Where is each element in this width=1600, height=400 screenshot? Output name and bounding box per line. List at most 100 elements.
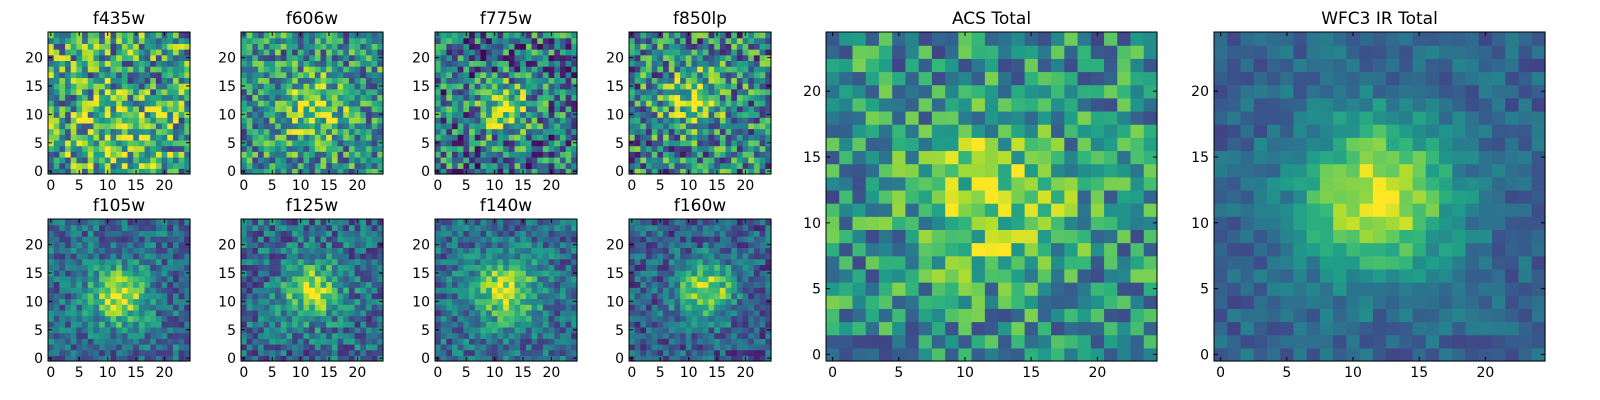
heatmap-cell [127, 219, 134, 226]
heatmap-cell [565, 281, 572, 288]
heatmap-cell [121, 281, 129, 288]
heatmap-cell [172, 253, 180, 260]
heatmap-cell [252, 281, 259, 288]
heatmap-cell [634, 281, 641, 288]
heatmap-cell [320, 105, 327, 113]
heatmap-cell [531, 117, 538, 124]
heatmap-cell [241, 122, 248, 130]
heatmap-cell [297, 326, 305, 334]
heatmap-cell [674, 134, 681, 141]
heatmap-cell [161, 321, 168, 328]
heatmap-cell [297, 83, 305, 90]
heatmap-cell [520, 298, 527, 305]
heatmap-cell [121, 117, 129, 124]
heatmap-cell [150, 219, 157, 226]
heatmap-cell [292, 54, 299, 61]
heatmap-cell [104, 88, 112, 96]
heatmap-cell [59, 270, 66, 277]
heatmap-cell [520, 258, 527, 266]
heatmap-cell [48, 292, 55, 300]
heatmap-cell [59, 253, 66, 260]
heatmap-cell [59, 71, 66, 79]
heatmap-cell [331, 60, 339, 67]
heatmap-cell [127, 94, 134, 101]
heatmap-cell [258, 54, 265, 61]
x-tick-label: 0 [46, 178, 55, 194]
heatmap-cell [297, 94, 305, 101]
heatmap-cell [331, 49, 339, 56]
heatmap-cell [178, 43, 185, 50]
heatmap-cell [753, 88, 761, 96]
heatmap-cell [337, 94, 344, 101]
heatmap-cell [548, 321, 555, 328]
heatmap-cell [634, 168, 641, 175]
heatmap-cell [725, 298, 732, 305]
heatmap-cell [542, 117, 550, 124]
heatmap-cell [326, 241, 333, 248]
heatmap-cell [440, 304, 447, 311]
heatmap-cell [702, 32, 710, 39]
heatmap-cell [161, 338, 168, 345]
heatmap-cell [178, 343, 185, 351]
heatmap-cell [93, 122, 100, 130]
heatmap-cell [127, 32, 134, 39]
heatmap-cell [82, 111, 89, 118]
heatmap-cell [708, 151, 715, 158]
heatmap-cell [172, 264, 180, 271]
heatmap-cell [651, 83, 658, 90]
heatmap-cell [554, 122, 561, 130]
heatmap-cell [503, 224, 510, 231]
heatmap-cell [309, 54, 316, 61]
heatmap-cell [59, 332, 66, 339]
heatmap-cell [348, 145, 356, 152]
heatmap-cell [286, 275, 293, 283]
heatmap-cell [736, 349, 744, 356]
heatmap-cell [252, 349, 259, 356]
heatmap-cell [469, 100, 476, 107]
heatmap-cell [184, 281, 191, 288]
heatmap-cell [668, 88, 676, 96]
heatmap-cell [371, 236, 378, 243]
heatmap-cell [559, 298, 567, 305]
heatmap-cell [542, 321, 550, 328]
heatmap-cell [280, 100, 288, 107]
heatmap-cell [491, 111, 499, 118]
heatmap-cell [99, 224, 106, 231]
heatmap-cell [503, 122, 510, 130]
heatmap-cell [184, 236, 191, 243]
heatmap-cell [53, 292, 60, 300]
heatmap-cell [559, 71, 567, 79]
heatmap-cell [331, 66, 339, 73]
heatmap-cell [127, 264, 134, 271]
heatmap-cell [486, 66, 493, 73]
heatmap-cell [742, 292, 749, 300]
heatmap-cell [150, 94, 157, 101]
heatmap-cell [474, 343, 482, 351]
heatmap-cell [685, 60, 693, 67]
heatmap-cell [520, 43, 527, 50]
heatmap-cell [269, 71, 276, 79]
heatmap-cell [70, 151, 77, 158]
heatmap-cell [320, 83, 327, 90]
heatmap-cell [326, 66, 333, 73]
heatmap-cell [697, 355, 704, 362]
heatmap-cell [275, 298, 282, 305]
x-tick-label: 5 [268, 365, 277, 381]
heatmap-cell [331, 298, 339, 305]
heatmap-cell [82, 292, 89, 300]
heatmap-cell [48, 151, 55, 158]
heatmap-cell [65, 304, 72, 311]
heatmap-cell [59, 32, 66, 39]
heatmap-cell [343, 139, 350, 147]
heatmap-cell [514, 304, 521, 311]
heatmap-cell [446, 49, 453, 56]
heatmap-cell [343, 287, 350, 294]
heatmap-cell [559, 219, 567, 226]
heatmap-cell [155, 258, 163, 266]
heatmap-cell [331, 315, 339, 322]
heatmap-cell [457, 60, 464, 67]
heatmap-cell [263, 258, 270, 266]
heatmap-cell [452, 338, 459, 345]
heatmap-cell [469, 145, 476, 152]
heatmap-cell [252, 338, 259, 345]
